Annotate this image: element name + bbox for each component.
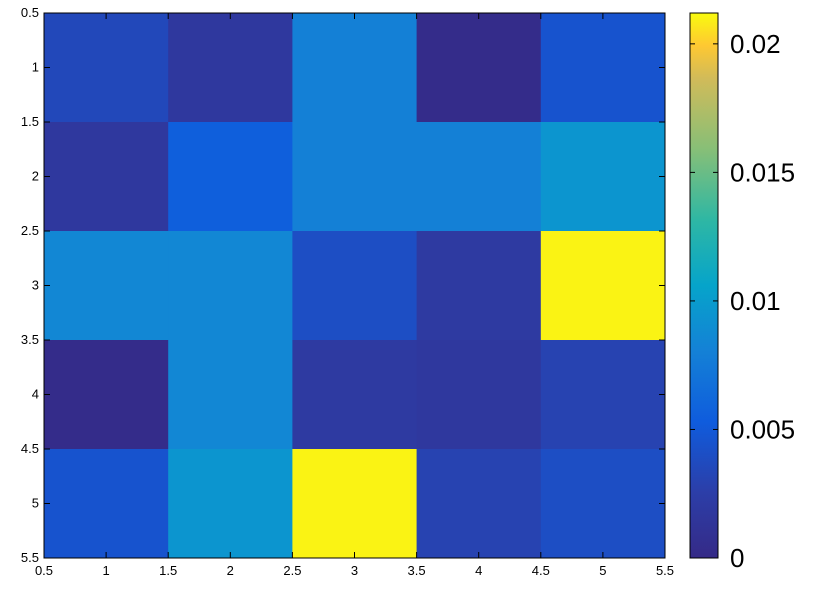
- heatmap-cell: [540, 231, 666, 341]
- heatmap-cell: [44, 13, 169, 123]
- x-tick-label: 3: [351, 563, 358, 578]
- y-tick-label: 5.5: [21, 550, 39, 565]
- y-tick-label: 5: [32, 496, 39, 511]
- heatmap-cell: [540, 13, 666, 123]
- heatmap-cell: [292, 449, 418, 559]
- y-tick-label: 1: [32, 60, 39, 75]
- heatmap-cell: [292, 340, 418, 450]
- x-tick-label: 5.5: [656, 563, 674, 578]
- heatmap-cell: [168, 340, 293, 450]
- heatmap-cell: [416, 449, 542, 559]
- heatmap-cell: [292, 231, 418, 341]
- y-tick-label: 4: [32, 387, 39, 402]
- y-tick-label: 3.5: [21, 332, 39, 347]
- y-axis-ticks: 0.5 1 1.5 2 2.5 3 3.5 4 4.5 5 5.5: [21, 5, 665, 565]
- colorbar-tick-label: 0.02: [730, 29, 781, 59]
- colorbar-tick-label: 0: [730, 543, 744, 573]
- heatmap-cell: [416, 13, 542, 123]
- heatmap-cell: [540, 340, 666, 450]
- colorbar-ticks: 0 0.005 0.01 0.015 0.02: [690, 29, 795, 573]
- x-tick-label: 2: [227, 563, 234, 578]
- x-tick-label: 0.5: [35, 563, 53, 578]
- heatmap-cell: [292, 122, 418, 232]
- heatmap-cell: [168, 122, 293, 232]
- colorbar-tick-label: 0.005: [730, 414, 795, 444]
- y-tick-label: 2.5: [21, 223, 39, 238]
- x-tick-label: 1.5: [159, 563, 177, 578]
- heatmap-cell: [44, 122, 169, 232]
- y-tick-label: 0.5: [21, 5, 39, 20]
- colorbar: [689, 12, 719, 559]
- y-tick-label: 1.5: [21, 114, 39, 129]
- heatmap-cells: [44, 13, 666, 559]
- heatmap-cell: [416, 231, 542, 341]
- x-tick-label: 4.5: [532, 563, 550, 578]
- heatmap-cell: [168, 449, 293, 559]
- heatmap-cell: [416, 340, 542, 450]
- colorbar-tick-label: 0.01: [730, 286, 781, 316]
- x-tick-label: 1: [102, 563, 109, 578]
- y-tick-label: 4.5: [21, 441, 39, 456]
- heatmap-cell: [168, 13, 293, 123]
- x-axis-ticks: 0.5 1 1.5 2 2.5 3 3.5 4 4.5 5 5.5: [35, 13, 674, 578]
- x-tick-label: 3.5: [408, 563, 426, 578]
- x-tick-label: 4: [475, 563, 482, 578]
- heatmap-cell: [44, 340, 169, 450]
- heatmap-cell: [292, 13, 418, 123]
- y-tick-label: 2: [32, 169, 39, 184]
- heatmap-cell: [44, 231, 169, 341]
- y-tick-label: 3: [32, 278, 39, 293]
- x-tick-label: 5: [599, 563, 606, 578]
- heatmap-cell: [168, 231, 293, 341]
- heatmap-cell: [416, 122, 542, 232]
- heatmap-cell: [540, 449, 666, 559]
- colorbar-tick-label: 0.015: [730, 157, 795, 187]
- x-tick-label: 2.5: [283, 563, 301, 578]
- heatmap-cell: [44, 449, 169, 559]
- heatmap-cell: [540, 122, 666, 232]
